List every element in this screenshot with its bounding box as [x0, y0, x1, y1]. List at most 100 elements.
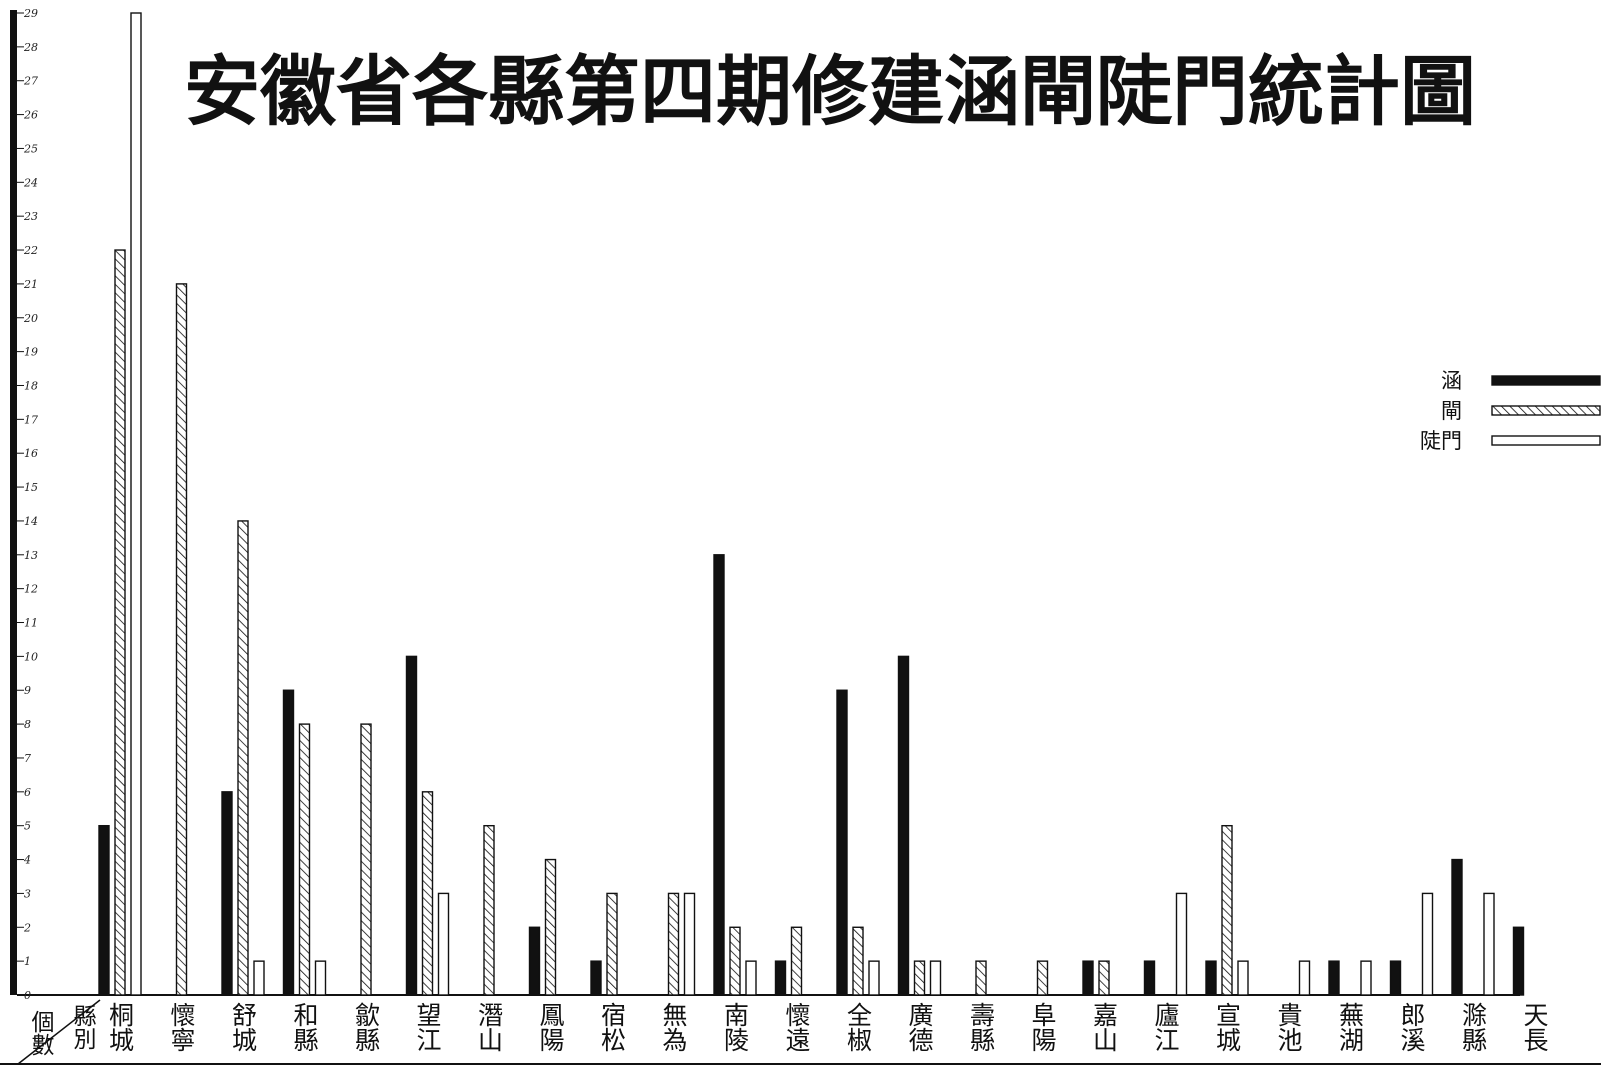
y-tick-label: 2: [23, 921, 31, 934]
category-label: 全椒: [844, 1002, 873, 1052]
bar-solid: [1205, 960, 1217, 996]
y-tick-label: 18: [24, 379, 38, 392]
category-label: 桐城: [106, 1002, 135, 1052]
bar-open: [437, 892, 450, 996]
category-label: 潛山: [475, 1002, 504, 1052]
category-label: 舒城: [229, 1002, 258, 1052]
bar-hatched: [360, 723, 372, 996]
bar-open: [1483, 892, 1495, 996]
corner-label-county: 縣別: [69, 1004, 97, 1050]
bar-solid: [590, 960, 602, 996]
category-label: 懷寧: [167, 1002, 196, 1052]
bar-open: [314, 960, 327, 996]
category-label: 南陵: [721, 1002, 750, 1052]
y-tick-label: 6: [24, 786, 31, 799]
bar-hatched: [298, 723, 311, 996]
bar-hatched: [975, 960, 987, 996]
y-tick-label: 0: [24, 989, 31, 1002]
y-tick-label: 24: [23, 176, 38, 189]
y-tick-label: 9: [24, 684, 31, 697]
y-tick-label: 1: [24, 955, 31, 968]
bar-solid: [1082, 960, 1094, 996]
bar-solid: [98, 824, 110, 996]
bar-solid: [713, 554, 725, 996]
category-label: 懷遠: [782, 1002, 811, 1052]
category-label: 蕪湖: [1336, 1002, 1365, 1052]
bar-open: [683, 892, 696, 996]
category-label: 廬江: [1151, 1002, 1180, 1052]
y-tick-label: 28: [23, 41, 38, 54]
bar-solid: [1328, 960, 1340, 996]
bar-solid: [1512, 926, 1525, 996]
category-label: 鳳陽: [536, 1002, 565, 1052]
category-label: 郎溪: [1397, 1002, 1426, 1052]
bar-hatched: [913, 960, 926, 996]
legend-label: 陡門: [1420, 429, 1462, 453]
y-tick-label: 13: [24, 549, 38, 562]
y-tick-label: 8: [24, 718, 31, 731]
bar-open: [745, 960, 757, 996]
bar-hatched: [1221, 824, 1233, 996]
category-label: 天長: [1520, 1002, 1549, 1052]
y-tick-label: 16: [24, 447, 38, 460]
y-tick-label: 10: [24, 650, 38, 663]
bar-hatched: [114, 249, 126, 996]
bar-solid: [1143, 960, 1156, 996]
bar-open: [130, 12, 142, 996]
chart-title: 安徽省各縣第四期修建涵閘陡門統計圖: [184, 47, 1476, 136]
bar-solid: [221, 791, 233, 996]
category-label: 宣城: [1213, 1002, 1242, 1052]
category-label: 和縣: [290, 1002, 319, 1052]
y-axis-ticks: 0123456789101112131415161718192021222324…: [17, 7, 38, 1002]
y-tick-label: 29: [23, 7, 38, 20]
bar-hatched: [667, 892, 680, 996]
category-label: 阜陽: [1028, 1002, 1057, 1052]
legend-swatch-hatched: [1491, 405, 1601, 416]
bar-solid: [282, 689, 295, 996]
y-tick-label: 27: [23, 75, 38, 88]
y-tick-label: 7: [24, 752, 31, 765]
category-label: 望江: [413, 1002, 442, 1052]
bar-hatched: [1036, 960, 1049, 996]
category-label: 廣德: [905, 1002, 934, 1052]
bar-hatched: [729, 926, 741, 996]
category-label: 嘉山: [1090, 1002, 1119, 1052]
bar-hatched: [421, 791, 434, 996]
y-tick-label: 17: [24, 413, 38, 426]
bar-open: [1360, 960, 1372, 996]
bar-solid: [1451, 858, 1463, 996]
bar-hatched: [175, 283, 188, 996]
y-tick-label: 19: [24, 346, 38, 359]
bar-solid: [1389, 960, 1402, 996]
bar-solid: [528, 926, 541, 996]
bar-hatched: [483, 824, 495, 996]
y-tick-label: 3: [24, 887, 31, 900]
legend-swatch-open: [1491, 435, 1601, 446]
legend: 涵閘陡門: [1420, 369, 1601, 453]
bar-hatched: [606, 892, 618, 996]
y-tick-label: 5: [24, 820, 31, 833]
bar-solid: [897, 655, 910, 996]
category-label: 壽縣: [967, 1002, 996, 1052]
bar-hatched: [852, 926, 864, 996]
y-tick-label: 4: [23, 854, 31, 867]
bar-solid: [836, 689, 848, 996]
y-axis-bar: [10, 10, 17, 995]
y-tick-label: 26: [23, 109, 38, 122]
bar-hatched: [544, 858, 557, 996]
bar-open: [1298, 960, 1311, 996]
corner-label-count: 個數: [27, 1010, 55, 1056]
bar-open: [868, 960, 880, 996]
y-tick-label: 23: [23, 210, 38, 223]
legend-label: 涵: [1441, 369, 1462, 393]
legend-label: 閘: [1441, 399, 1462, 423]
bar-solid: [774, 960, 787, 996]
y-tick-label: 14: [24, 515, 38, 528]
y-tick-label: 12: [24, 583, 38, 596]
bar-open: [1237, 960, 1249, 996]
category-label: 滁縣: [1459, 1002, 1488, 1052]
bar-open: [253, 960, 265, 996]
bar-hatched: [1098, 960, 1110, 996]
category-label: 無為: [659, 1002, 688, 1052]
